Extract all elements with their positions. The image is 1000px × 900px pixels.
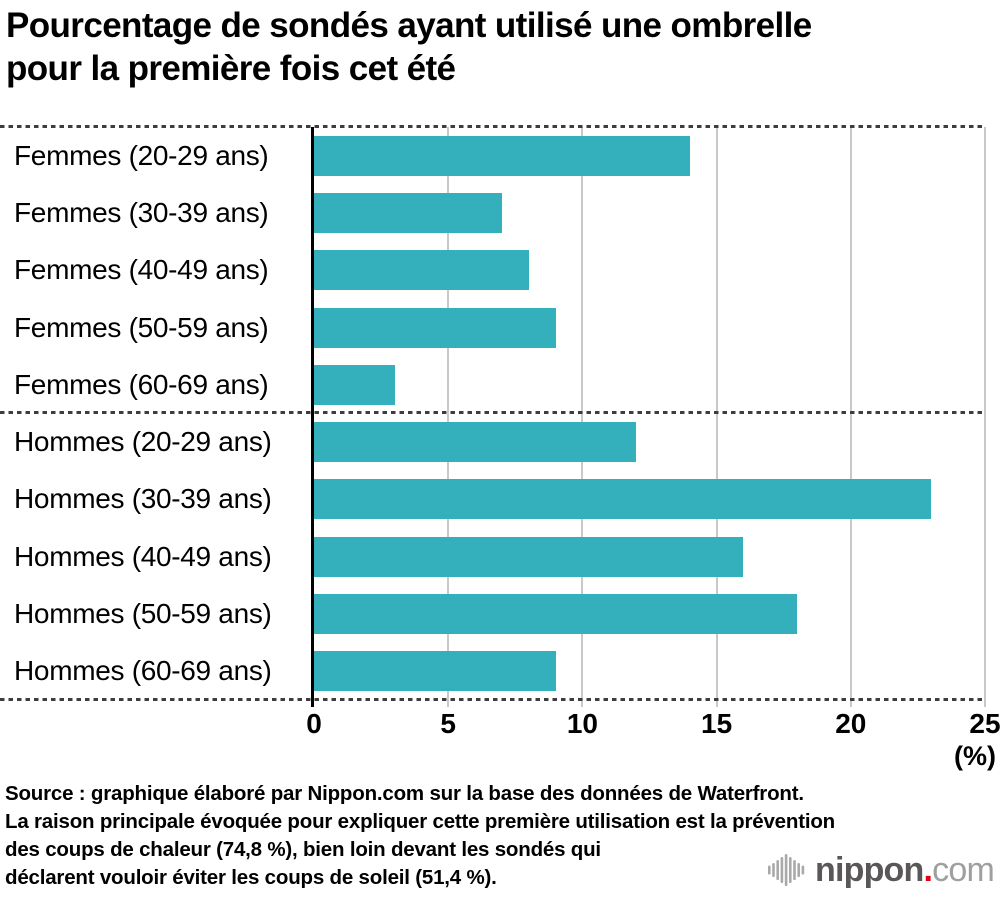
source-line-4: déclarent vouloir éviter les coups de so… (5, 866, 497, 889)
chart-row: Femmes (40-49 ans) (0, 242, 1000, 299)
bar-hommes-60-69 (314, 651, 556, 692)
x-axis-unit-label: (%) (954, 741, 996, 771)
bar-track (314, 184, 985, 241)
bar-track (314, 242, 985, 299)
category-label: Hommes (40-49 ans) (14, 540, 272, 572)
gridline-10 (581, 127, 584, 707)
chart-title-line-2: pour la première fois cet été (6, 49, 456, 88)
chart-row: Hommes (20-29 ans) (0, 413, 1000, 470)
bar-hommes-40-49 (314, 536, 744, 577)
soundwave-icon (768, 854, 805, 886)
source-note: Source : graphique élaboré par Nippon.co… (5, 780, 835, 892)
source-line-3: des coups de chaleur (74,8 %), bien loin… (5, 838, 601, 861)
category-label: Femmes (30-39 ans) (14, 196, 269, 228)
bar-track (314, 127, 985, 184)
category-label: Femmes (50-59 ans) (14, 311, 269, 343)
nippon-logo-text: nippon.com (815, 851, 995, 889)
bar-track (314, 299, 985, 356)
x-axis-tick-0: 0 (306, 708, 322, 739)
category-label: Hommes (30-39 ans) (14, 483, 272, 515)
chart-title-line-1: Pourcentage de sondés ayant utilisé une … (6, 6, 812, 45)
bar-track (314, 471, 985, 528)
gridline-15 (715, 127, 718, 707)
chart-row: Femmes (30-39 ans) (0, 184, 1000, 241)
x-axis-tick-25: 25 (969, 708, 1000, 739)
gridline-20 (849, 127, 852, 707)
chart-row: Hommes (60-69 ans) (0, 643, 1000, 700)
logo-brand: nippon (815, 851, 924, 889)
bar-track (314, 413, 985, 470)
dotted-border-bottom (0, 698, 986, 701)
bar-track (314, 643, 985, 700)
category-label: Femmes (40-49 ans) (14, 254, 269, 286)
bar-track (314, 356, 985, 413)
bar-femmes-30-39 (314, 192, 502, 233)
chart-row: Femmes (50-59 ans) (0, 299, 1000, 356)
bar-hommes-30-39 (314, 479, 932, 520)
nippon-logo: nippon.com (768, 851, 995, 889)
source-line-2: La raison principale évoquée pour expliq… (5, 810, 835, 833)
category-label: Femmes (20-29 ans) (14, 139, 269, 171)
chart-row: Hommes (40-49 ans) (0, 528, 1000, 585)
bar-hommes-50-59 (314, 594, 798, 635)
x-axis-tick-10: 10 (566, 708, 598, 739)
bar-rows: Femmes (20-29 ans) Femmes (30-39 ans) Fe… (0, 127, 1000, 700)
bar-femmes-50-59 (314, 307, 556, 348)
gridline-25 (984, 127, 986, 707)
logo-dot: . (923, 851, 933, 889)
y-axis-line (311, 127, 314, 707)
plot-gridlines (314, 127, 986, 707)
bar-femmes-40-49 (314, 250, 529, 291)
chart-row: Femmes (60-69 ans) (0, 356, 1000, 413)
bar-track (314, 528, 985, 585)
bar-femmes-20-29 (314, 135, 690, 176)
chart-title: Pourcentage de sondés ayant utilisé une … (6, 4, 812, 90)
category-label: Hommes (50-59 ans) (14, 598, 272, 630)
dotted-separator-femmes-hommes (0, 411, 986, 414)
x-axis-tick-15: 15 (701, 708, 733, 739)
category-label: Femmes (60-69 ans) (14, 368, 269, 400)
chart-row: Femmes (20-29 ans) (0, 127, 1000, 184)
chart-row: Hommes (30-39 ans) (0, 471, 1000, 528)
bar-hommes-20-29 (314, 422, 637, 463)
chart-row: Hommes (50-59 ans) (0, 585, 1000, 642)
bar-femmes-60-69 (314, 364, 395, 405)
dotted-border-top (0, 125, 986, 128)
x-axis-tick-5: 5 (440, 708, 456, 739)
gridline-5 (447, 127, 450, 707)
category-label: Hommes (20-29 ans) (14, 426, 272, 458)
bar-track (314, 585, 985, 642)
category-label: Hommes (60-69 ans) (14, 655, 272, 687)
source-line-1: Source : graphique élaboré par Nippon.co… (5, 782, 804, 805)
x-axis-tick-20: 20 (835, 708, 867, 739)
logo-suffix: com (932, 851, 995, 889)
